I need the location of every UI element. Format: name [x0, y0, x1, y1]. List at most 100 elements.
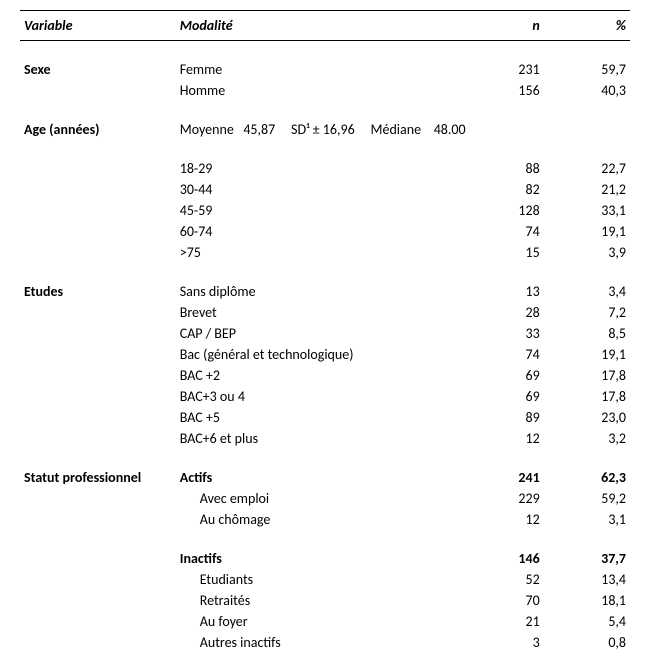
mod-label: Homme	[176, 80, 458, 101]
table-row: 45-59 128 33,1	[20, 200, 630, 221]
n-value: 231	[458, 59, 544, 80]
mod-label: Avec emploi	[176, 488, 458, 509]
n-value: 12	[458, 509, 544, 530]
pct-value: 17,8	[544, 386, 630, 407]
table-row: Homme 156 40,3	[20, 80, 630, 101]
pct-value: 17,8	[544, 365, 630, 386]
table-row: Bac (général et technologique) 74 19,1	[20, 344, 630, 365]
table-row: BAC +5 89 23,0	[20, 407, 630, 428]
mod-label: Inactifs	[176, 548, 458, 569]
table-row: Au foyer 21 5,4	[20, 611, 630, 632]
n-value: 28	[458, 302, 544, 323]
table-row: Avec emploi 229 59,2	[20, 488, 630, 509]
table-row: Au chômage 12 3,1	[20, 509, 630, 530]
table-row: Etudes Sans diplôme 13 3,4	[20, 281, 630, 302]
pct-value: 19,1	[544, 221, 630, 242]
n-value: 69	[458, 365, 544, 386]
table-row: Retraités 70 18,1	[20, 590, 630, 611]
mod-label: CAP / BEP	[176, 323, 458, 344]
pct-value: 3,9	[544, 242, 630, 263]
col-variable: Variable	[20, 11, 176, 41]
table-row: BAC+3 ou 4 69 17,8	[20, 386, 630, 407]
pct-value: 18,1	[544, 590, 630, 611]
n-value: 15	[458, 242, 544, 263]
pct-value: 13,4	[544, 569, 630, 590]
mod-label: Au chômage	[176, 509, 458, 530]
pct-value: 3,1	[544, 509, 630, 530]
n-value: 21	[458, 611, 544, 632]
n-value: 69	[458, 386, 544, 407]
table-body: Sexe Femme 231 59,7 Homme 156 40,3 Age (…	[20, 41, 630, 654]
n-value: 82	[458, 179, 544, 200]
data-table: Variable Modalité n % Sexe Femme 231 59,…	[20, 10, 630, 653]
var-label: Sexe	[20, 59, 176, 80]
n-value: 146	[458, 548, 544, 569]
mod-label: >75	[176, 242, 458, 263]
n-value: 74	[458, 344, 544, 365]
pct-value: 19,1	[544, 344, 630, 365]
mod-label: Actifs	[176, 467, 458, 488]
mod-label: BAC +2	[176, 365, 458, 386]
mod-label: Retraités	[176, 590, 458, 611]
mod-label: Au foyer	[176, 611, 458, 632]
mod-label: Femme	[176, 59, 458, 80]
table-row: >75 15 3,9	[20, 242, 630, 263]
table-row: Sexe Femme 231 59,7	[20, 59, 630, 80]
pct-value: 3,4	[544, 281, 630, 302]
var-label: Age (années)	[20, 119, 176, 140]
col-modalite: Modalité	[176, 11, 458, 41]
table-row: Autres inactifs 3 0,8	[20, 632, 630, 653]
pct-value: 0,8	[544, 632, 630, 653]
n-value: 70	[458, 590, 544, 611]
n-value: 3	[458, 632, 544, 653]
pct-value: 5,4	[544, 611, 630, 632]
mod-label: Sans diplôme	[176, 281, 458, 302]
table-row: Age (années) Moyenne 45,87 SD¹ ± 16,96 M…	[20, 119, 630, 140]
table-row: BAC +2 69 17,8	[20, 365, 630, 386]
mod-label: Autres inactifs	[176, 632, 458, 653]
pct-value: 21,2	[544, 179, 630, 200]
col-pct: %	[544, 11, 630, 41]
pct-value: 8,5	[544, 323, 630, 344]
table-row: 18-29 88 22,7	[20, 158, 630, 179]
n-value: 229	[458, 488, 544, 509]
col-n: n	[458, 11, 544, 41]
pct-value: 33,1	[544, 200, 630, 221]
header-row: Variable Modalité n %	[20, 11, 630, 41]
table-row: Inactifs 146 37,7	[20, 548, 630, 569]
n-value: 89	[458, 407, 544, 428]
mod-label: BAC +5	[176, 407, 458, 428]
n-value: 128	[458, 200, 544, 221]
table-row: 30-44 82 21,2	[20, 179, 630, 200]
table-row: BAC+6 et plus 12 3,2	[20, 428, 630, 449]
mod-label: 45-59	[176, 200, 458, 221]
mod-label: 60-74	[176, 221, 458, 242]
n-value: 13	[458, 281, 544, 302]
var-label: Etudes	[20, 281, 176, 302]
mod-label: BAC+3 ou 4	[176, 386, 458, 407]
n-value: 88	[458, 158, 544, 179]
n-value: 52	[458, 569, 544, 590]
table-row: Statut professionnel Actifs 241 62,3	[20, 467, 630, 488]
pct-value: 22,7	[544, 158, 630, 179]
table-row: 60-74 74 19,1	[20, 221, 630, 242]
pct-value: 3,2	[544, 428, 630, 449]
pct-value: 59,7	[544, 59, 630, 80]
pct-value: 62,3	[544, 467, 630, 488]
pct-value: 59,2	[544, 488, 630, 509]
n-value: 156	[458, 80, 544, 101]
pct-value: 7,2	[544, 302, 630, 323]
table-row: Brevet 28 7,2	[20, 302, 630, 323]
pct-value: 37,7	[544, 548, 630, 569]
mod-label: BAC+6 et plus	[176, 428, 458, 449]
mod-label: Etudiants	[176, 569, 458, 590]
n-value: 74	[458, 221, 544, 242]
mod-label: Bac (général et technologique)	[176, 344, 458, 365]
mod-label: 18-29	[176, 158, 458, 179]
pct-value: 23,0	[544, 407, 630, 428]
n-value: 241	[458, 467, 544, 488]
stats-line: Moyenne 45,87 SD¹ ± 16,96 Médiane 48.00	[176, 119, 630, 140]
mod-label: 30-44	[176, 179, 458, 200]
mod-label: Brevet	[176, 302, 458, 323]
n-value: 12	[458, 428, 544, 449]
